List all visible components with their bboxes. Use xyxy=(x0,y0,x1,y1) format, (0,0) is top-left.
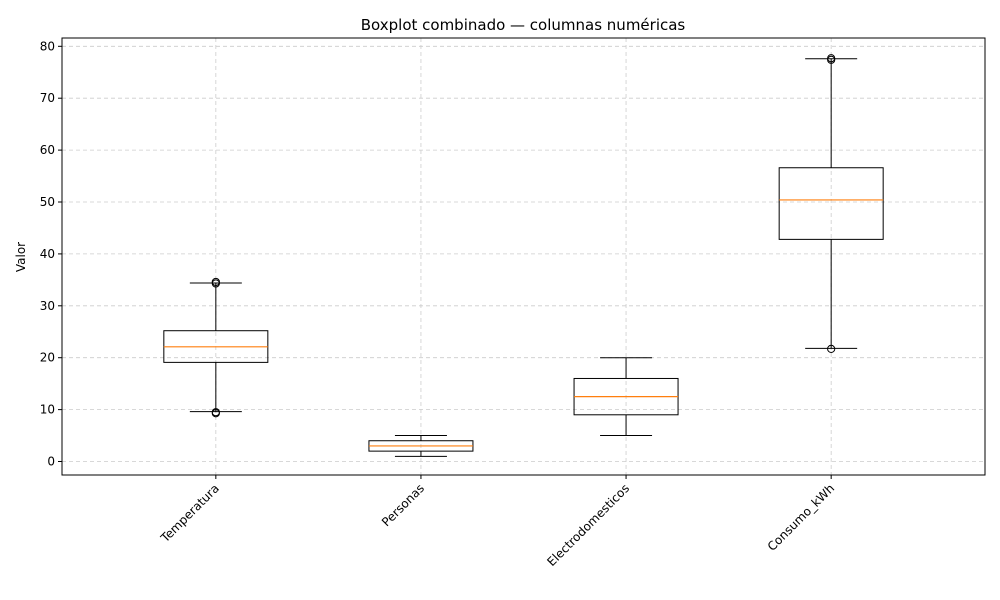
grid-layer xyxy=(62,38,985,475)
y-tick-label: 60 xyxy=(40,143,55,157)
y-axis: 0 10 20 30 40 50 60 70 80 xyxy=(40,39,62,469)
x-tick-label: Personas xyxy=(379,481,427,529)
box-temperatura xyxy=(163,277,269,418)
y-tick-label: 70 xyxy=(40,91,55,105)
y-tick-label: 50 xyxy=(40,195,55,209)
y-tick-label: 10 xyxy=(40,403,55,417)
outlier-point xyxy=(211,277,220,287)
y-tick-label: 80 xyxy=(40,39,55,53)
y-axis-label: Valor xyxy=(14,242,28,272)
outlier-point xyxy=(827,54,836,63)
y-tick-label: 40 xyxy=(40,247,55,261)
iqr-box xyxy=(778,167,884,240)
x-tick-label: Temperatura xyxy=(157,481,222,546)
y-tick-label: 0 xyxy=(47,455,55,469)
plot-frame xyxy=(61,37,986,476)
x-tick-label: Electrodomesticos xyxy=(544,481,632,569)
chart-title: Boxplot combinado — columnas numéricas xyxy=(361,16,686,34)
box-layer xyxy=(163,54,884,457)
box-personas xyxy=(368,435,474,457)
box-electrodomesticos xyxy=(573,357,679,437)
x-tick-label: Consumo_kWh xyxy=(765,481,838,554)
x-axis: Temperatura Personas Electrodomesticos Cons… xyxy=(157,475,837,569)
y-tick-label: 20 xyxy=(40,351,55,365)
outlier-point xyxy=(211,408,220,417)
outlier-point xyxy=(827,344,836,353)
box-consumo_kwh xyxy=(778,54,884,353)
y-tick-label: 30 xyxy=(40,299,55,313)
